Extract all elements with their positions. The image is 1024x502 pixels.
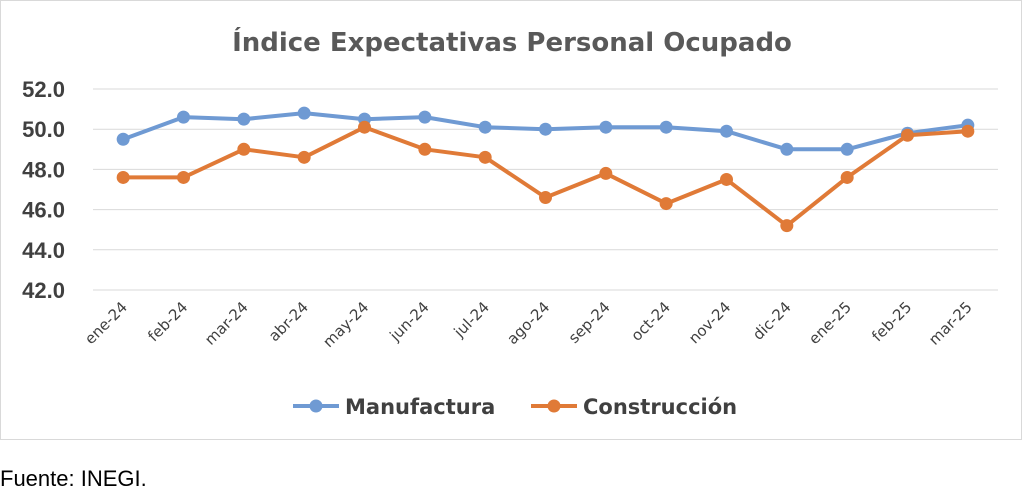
- data-point[interactable]: [116, 170, 130, 184]
- data-point[interactable]: [840, 170, 854, 184]
- data-point[interactable]: [358, 120, 371, 134]
- data-point[interactable]: [599, 120, 613, 134]
- data-point[interactable]: [116, 132, 130, 146]
- series-lines: [116, 106, 975, 233]
- x-tick-label: mar-24: [201, 298, 252, 349]
- chart-title: Índice Expectativas Personal Ocupado: [232, 26, 792, 58]
- data-point[interactable]: [961, 124, 975, 138]
- data-point[interactable]: [418, 110, 432, 124]
- x-axis-ticks: ene-24 feb-24 mar-24 abr-24 may-24 jun-24 jul-…: [81, 298, 975, 351]
- x-tick-label: sep-24: [565, 298, 614, 347]
- y-tick-label: 46.0: [22, 198, 65, 223]
- data-point[interactable]: [720, 124, 733, 138]
- data-point[interactable]: [599, 166, 613, 180]
- line-chart: Índice Expectativas Personal Ocupado 42.…: [22, 26, 998, 419]
- data-point[interactable]: [237, 112, 251, 126]
- data-point[interactable]: [237, 142, 251, 156]
- series-2: [116, 120, 975, 233]
- y-axis-ticks: 42.0 44.0 46.0 48.0 50.0 52.0: [22, 77, 65, 303]
- x-tick-label: feb-25: [868, 298, 915, 345]
- y-tick-label: 50.0: [22, 117, 65, 142]
- source-note: Fuente: INEGI.: [0, 466, 147, 491]
- legend-marker: [547, 399, 561, 413]
- data-point[interactable]: [478, 150, 492, 164]
- data-point[interactable]: [720, 172, 733, 186]
- y-tick-label: 44.0: [22, 238, 65, 263]
- data-point[interactable]: [780, 219, 794, 233]
- legend-label: Manufactura: [345, 395, 495, 419]
- legend-label: Construcción: [583, 395, 737, 419]
- x-tick-label: ene-24: [81, 298, 131, 348]
- x-tick-label: mar-25: [925, 298, 976, 349]
- data-point[interactable]: [539, 122, 552, 136]
- x-tick-label: ago-24: [503, 298, 553, 348]
- legend-marker: [309, 399, 323, 413]
- y-tick-label: 42.0: [22, 278, 65, 303]
- y-tick-label: 48.0: [22, 157, 65, 182]
- data-point[interactable]: [418, 142, 432, 156]
- x-tick-label: ene-25: [805, 298, 855, 348]
- data-point[interactable]: [901, 128, 914, 142]
- x-tick-label: feb-24: [144, 298, 191, 345]
- data-point[interactable]: [478, 120, 492, 134]
- x-tick-label: nov-24: [685, 298, 734, 347]
- data-point[interactable]: [780, 142, 794, 156]
- data-point[interactable]: [297, 106, 311, 120]
- data-point[interactable]: [659, 120, 673, 134]
- data-point[interactable]: [177, 170, 190, 184]
- data-point[interactable]: [659, 197, 673, 211]
- series-1: [116, 106, 975, 156]
- legend[interactable]: Manufactura Construcción: [293, 395, 737, 419]
- x-tick-label: jul-24: [450, 298, 493, 341]
- data-point[interactable]: [177, 110, 190, 124]
- x-tick-label: oct-24: [627, 298, 674, 345]
- legend-item[interactable]: Manufactura: [293, 395, 495, 419]
- data-point[interactable]: [840, 142, 854, 156]
- x-tick-label: abr-24: [265, 298, 312, 345]
- x-tick-label: dic-24: [749, 298, 795, 344]
- y-tick-label: 52.0: [22, 77, 65, 102]
- data-point[interactable]: [539, 191, 552, 205]
- legend-item[interactable]: Construcción: [531, 395, 737, 419]
- chart-frame: Índice Expectativas Personal Ocupado 42.…: [0, 0, 1022, 440]
- data-point[interactable]: [297, 150, 311, 164]
- x-tick-label: may-24: [319, 298, 372, 351]
- x-tick-label: jun-24: [386, 298, 433, 345]
